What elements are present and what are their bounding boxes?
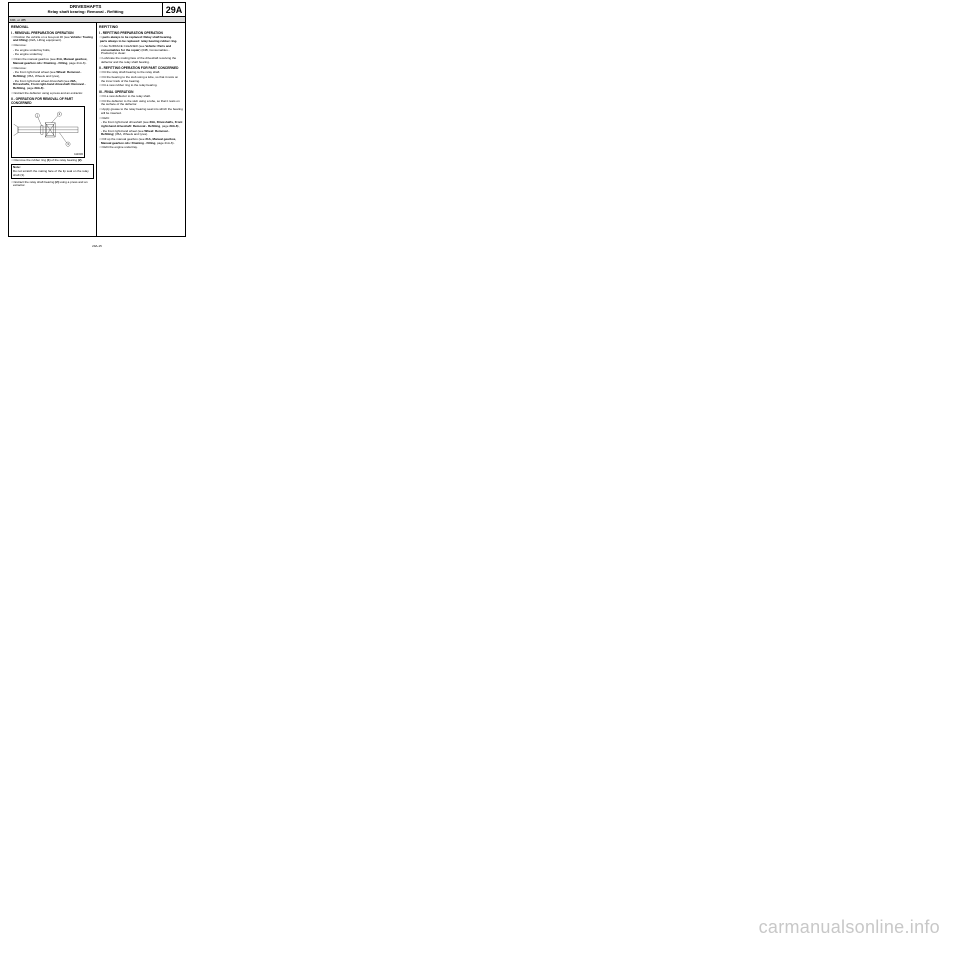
note-text: Do not scratch the mating face of the li… xyxy=(13,170,92,177)
svg-text:3: 3 xyxy=(67,143,69,147)
para-grease: □ Apply grease to the relay bearing seat… xyxy=(99,108,183,115)
para-fill-gearbox: □ Fill up the manual gearbox (see 21A, M… xyxy=(99,138,183,145)
para-extract-bearing: □ Extract the relay shaft bearing (2) us… xyxy=(11,181,94,188)
header-subtitle: Relay shaft bearing: Removal - Refitting xyxy=(9,9,162,14)
item-refit-wheel: - the front right-hand wheel (see Wheel:… xyxy=(99,130,183,137)
para-remove1: □ Remove: xyxy=(11,44,94,48)
item-wheel: - the front right-hand wheel (see Wheel:… xyxy=(11,71,94,78)
left-column: REMOVAL I - REMOVAL PREPARATION OPERATIO… xyxy=(9,23,97,236)
removal-op-heading: II - OPERATION FOR REMOVAL OF PART CONCE… xyxy=(11,97,94,105)
para-drain: □ Drain the manual gearbox (see 21A, Man… xyxy=(11,58,94,65)
watermark-text: carmanualsonline.info xyxy=(759,917,940,938)
svg-text:2: 2 xyxy=(59,113,61,117)
para-refit-undertray: □ Refit the engine undertray. xyxy=(99,146,183,150)
manual-page: DRIVESHAFTS Relay shaft bearing: Removal… xyxy=(8,2,186,242)
para-fit-tube: □ Fit the bearing to the stub using a tu… xyxy=(99,76,183,83)
page-number: 29A-15 xyxy=(8,244,186,248)
note-box: Note: Do not scratch the mating face of … xyxy=(11,164,94,179)
para-lubricate: □ Lubricate the mating face of the drive… xyxy=(99,57,183,64)
item-refit-driveshaft: - the front right-hand driveshaft (see 2… xyxy=(99,121,183,128)
header-title-block: DRIVESHAFTS Relay shaft bearing: Removal… xyxy=(9,3,163,16)
para-cleaner: □ Use SURFACE CLEANER (see Vehicle: Part… xyxy=(99,45,183,56)
right-column: REFITTING I - REFITTING PREPARATION OPER… xyxy=(97,23,185,236)
removal-heading: REMOVAL xyxy=(11,25,94,29)
refitting-heading: REFITTING xyxy=(99,25,183,29)
para-fit-ring: □ Fit a new rubber ring to the relay bea… xyxy=(99,84,183,88)
model-badge: K9K, or J85 xyxy=(8,16,186,23)
para-lift: □ Position the vehicle on a two-post lif… xyxy=(11,36,94,43)
section-code: 29A xyxy=(163,3,185,16)
diagram-code: 111630 xyxy=(74,152,83,156)
svg-text:1: 1 xyxy=(36,114,38,118)
item-driveshaft: - the front right-hand wheel driveshaft … xyxy=(11,80,94,91)
para-remove-ring: □ Remove the rubber ring (1) of the rela… xyxy=(11,159,94,163)
para-fit-deflector-tube: □ Fit the deflector to the stub using a … xyxy=(99,100,183,107)
para-extract-deflector: □ Extract the deflector using a press an… xyxy=(11,92,94,96)
content-area: REMOVAL I - REMOVAL PREPARATION OPERATIO… xyxy=(8,23,186,237)
technical-diagram: 1 2 3 111630 xyxy=(11,106,85,158)
page-header: DRIVESHAFTS Relay shaft bearing: Removal… xyxy=(8,2,186,16)
